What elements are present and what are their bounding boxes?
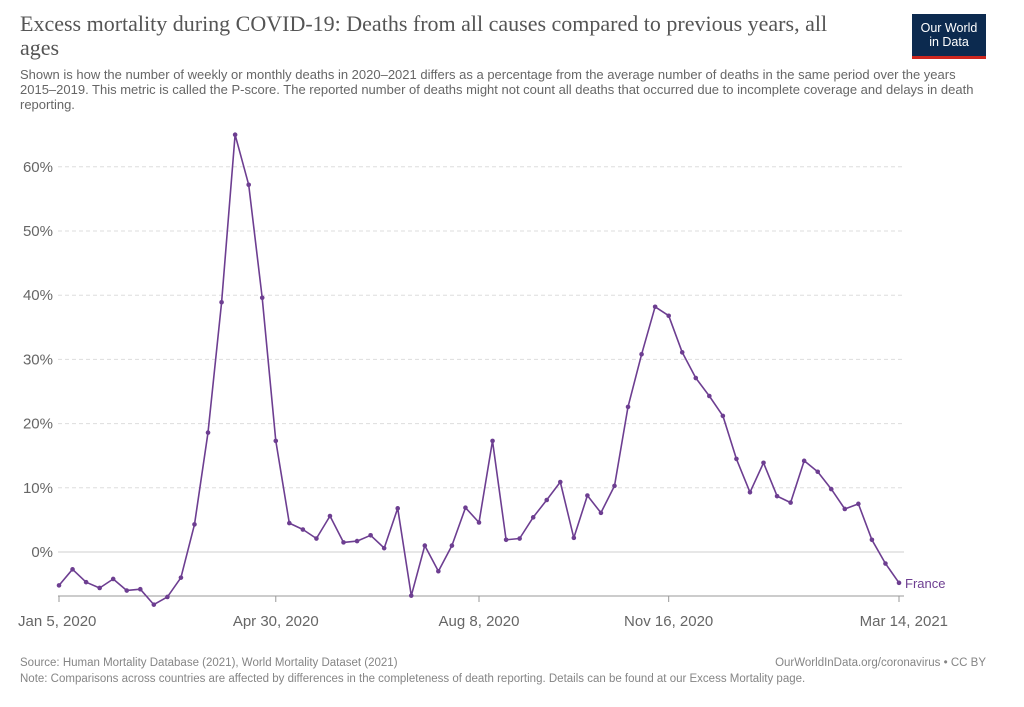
data-point — [408, 593, 414, 598]
data-point — [666, 313, 671, 319]
data-point — [571, 535, 577, 541]
data-point — [354, 538, 360, 544]
x-tick-label: Aug 8, 2020 — [439, 613, 520, 630]
data-point — [801, 458, 807, 464]
data-point — [815, 469, 821, 475]
data-point — [56, 583, 62, 588]
data-point — [693, 375, 699, 381]
data-point — [300, 527, 306, 532]
y-tick-label: 0% — [31, 544, 53, 561]
data-point — [449, 543, 455, 548]
data-point — [422, 543, 428, 548]
data-point — [110, 576, 116, 582]
data-point — [314, 536, 319, 541]
data-point — [517, 536, 522, 541]
y-tick-label: 40% — [23, 287, 53, 304]
data-point — [679, 350, 685, 355]
data-point — [232, 132, 238, 137]
data-point — [612, 483, 617, 489]
data-point — [707, 393, 712, 399]
data-point — [259, 295, 265, 301]
data-point — [436, 568, 441, 574]
data-point — [585, 493, 590, 498]
data-point — [774, 493, 780, 499]
line-chart: 0% 10% 20% 30% 40% 50% 60% Jan 5, 2020 Apr 30, … — [18, 132, 948, 630]
data-point — [97, 585, 102, 591]
data-point — [476, 520, 482, 525]
chart-title: Excess mortality during COVID-19: Deaths… — [20, 11, 828, 60]
data-point — [178, 575, 184, 580]
chart-subtitle: Shown is how the number of weekly or mon… — [20, 67, 974, 112]
data-point — [625, 404, 631, 410]
data-point — [395, 506, 401, 511]
data-point — [503, 537, 509, 543]
credit-link[interactable]: OurWorldInData.org/coronavirus • CC BY — [775, 657, 986, 669]
data-point — [368, 533, 373, 538]
data-point — [652, 304, 658, 310]
y-tick-label: 30% — [23, 351, 53, 368]
data-point — [327, 513, 333, 519]
grid-lines — [58, 166, 904, 553]
x-tick-label: Mar 14, 2021 — [860, 613, 948, 630]
data-point — [530, 515, 536, 520]
data-point — [639, 351, 644, 357]
data-point — [856, 501, 861, 507]
data-point — [544, 497, 550, 503]
y-tick-label: 50% — [23, 223, 53, 240]
data-point — [151, 602, 157, 607]
data-point — [747, 489, 753, 495]
data-point — [246, 182, 251, 188]
data-point — [828, 486, 834, 492]
logo-line-1: Our World — [920, 21, 978, 35]
data-point — [192, 522, 197, 527]
data-point — [761, 460, 766, 466]
x-tick-label: Apr 30, 2020 — [233, 613, 319, 630]
y-tick-label: 60% — [23, 159, 53, 176]
x-tick-label: Jan 5, 2020 — [18, 613, 96, 630]
logo-line-2: in Data — [929, 35, 969, 49]
series-france: France — [56, 132, 945, 607]
data-point — [381, 545, 387, 551]
y-axis-tick-labels: 0% 10% 20% 30% 40% 50% 60% — [23, 159, 53, 561]
data-point — [883, 561, 888, 566]
data-point — [205, 430, 211, 435]
data-point — [341, 540, 346, 545]
y-tick-label: 20% — [23, 416, 53, 433]
data-point — [287, 520, 292, 526]
data-point — [734, 456, 739, 462]
series-line-france — [58, 133, 900, 606]
data-point — [598, 510, 604, 516]
y-tick-label: 10% — [23, 480, 53, 497]
data-point — [165, 594, 170, 600]
data-point — [869, 537, 875, 543]
x-tick-label: Nov 16, 2020 — [624, 613, 713, 630]
owid-logo[interactable]: Our World in Data — [912, 14, 986, 59]
data-point — [273, 438, 279, 444]
data-point — [896, 580, 902, 586]
data-point — [842, 506, 848, 512]
x-axis: Jan 5, 2020 Apr 30, 2020 Aug 8, 2020 Nov 16… — [18, 595, 948, 630]
data-point — [788, 500, 793, 505]
note-text: Note: Comparisons across countries are a… — [20, 673, 806, 685]
series-label-france: France — [905, 576, 945, 591]
data-point — [720, 413, 726, 419]
source-text: Source: Human Mortality Database (2021),… — [20, 657, 398, 669]
data-point — [490, 438, 495, 444]
data-point — [463, 505, 468, 511]
data-point — [219, 299, 224, 305]
data-point — [83, 579, 89, 585]
data-point — [124, 588, 130, 593]
data-point — [137, 586, 143, 592]
data-point — [70, 567, 75, 572]
data-point — [557, 479, 563, 485]
